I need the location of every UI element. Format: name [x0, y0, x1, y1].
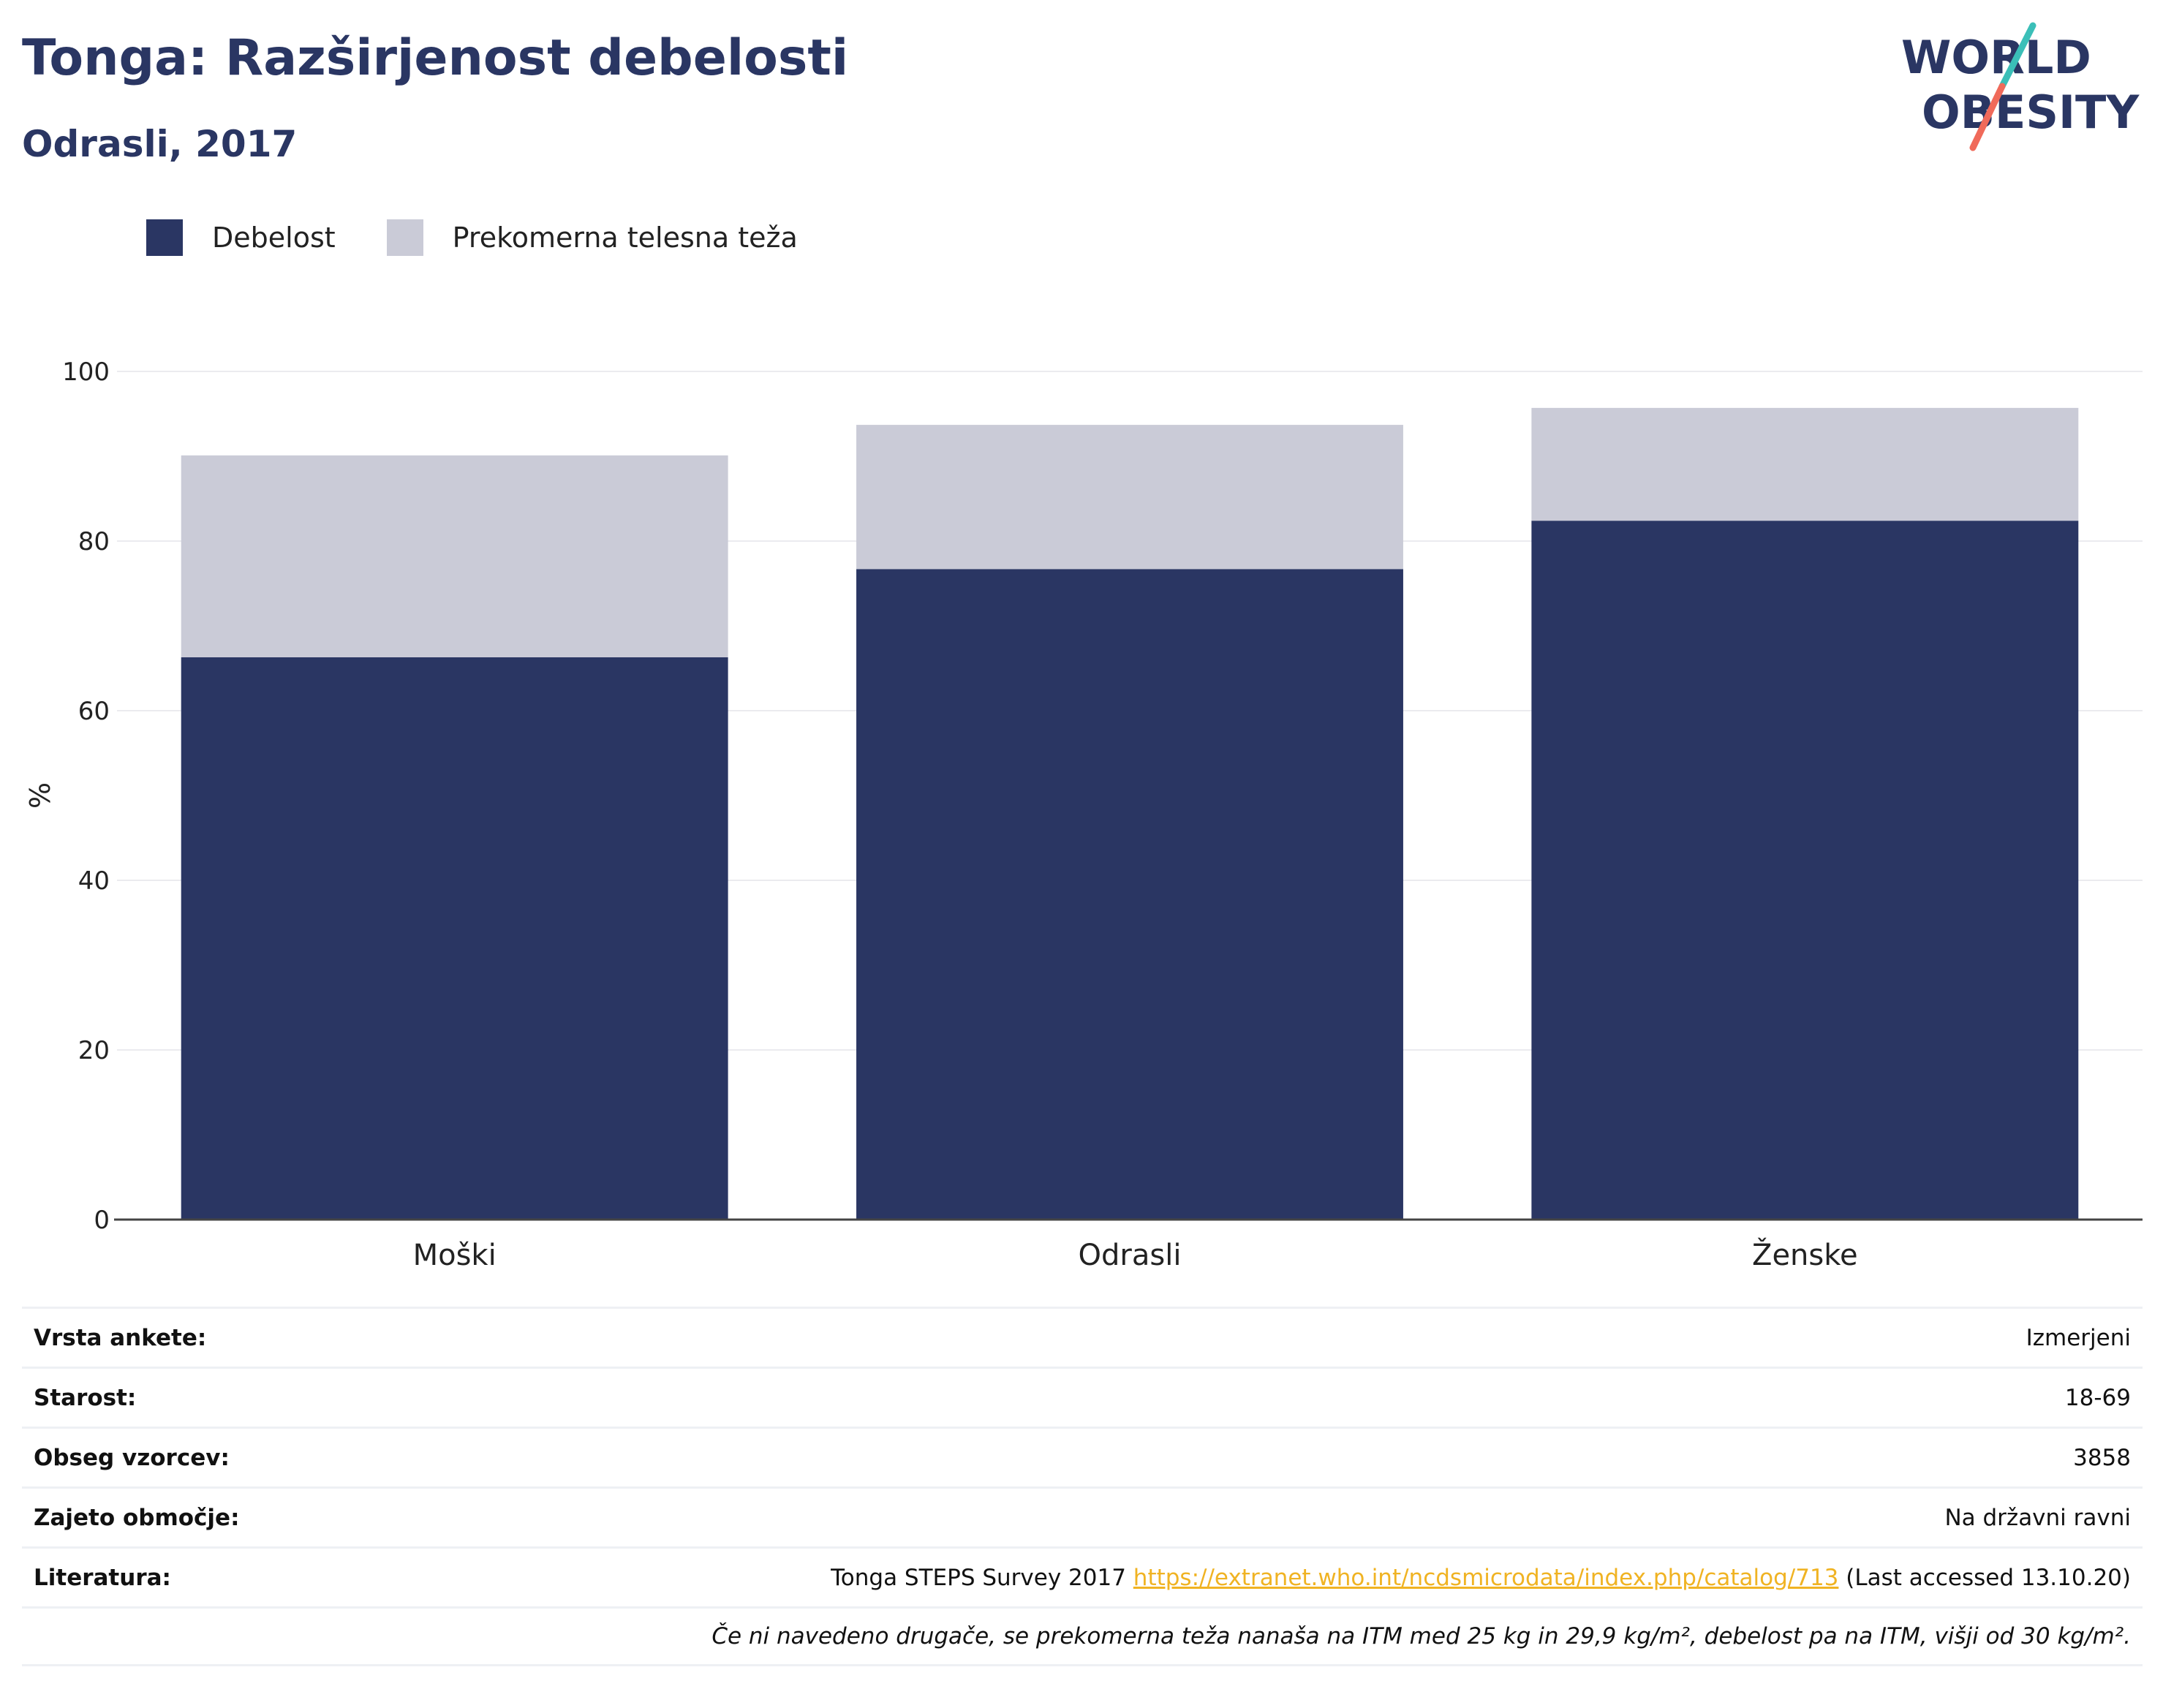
info-value: Na državni ravni [1944, 1504, 2131, 1531]
logo-slash-bottom [1969, 83, 2006, 151]
y-tick-label: 80 [78, 527, 110, 556]
y-tick-label: 40 [78, 866, 110, 896]
y-tick-label: 60 [78, 697, 110, 726]
bar-debelost [1531, 521, 2079, 1220]
bar-prekomerna-teza [1531, 407, 2079, 521]
info-value: 18-69 [2064, 1384, 2131, 1411]
chart-subtitle: Odrasli, 2017 [22, 123, 298, 165]
bar-debelost [856, 569, 1403, 1220]
reference-text: Tonga STEPS Survey 2017 [831, 1564, 1133, 1591]
logo-slash-top [1998, 22, 2036, 90]
bar-prekomerna-teza [856, 425, 1403, 570]
y-tick-label: 20 [78, 1036, 110, 1065]
legend-item-debelost[interactable]: Debelost [146, 219, 336, 256]
bar-debelost [181, 657, 728, 1220]
reference-label: Literatura: [34, 1564, 171, 1591]
info-label: Zajeto območje: [34, 1504, 240, 1531]
info-label: Obseg vzorcev: [34, 1444, 230, 1471]
legend-label-prekomerna-teza: Prekomerna telesna teža [452, 222, 798, 254]
legend-item-prekomerna-teza[interactable]: Prekomerna telesna teža [386, 219, 798, 256]
survey-info-table: Vrsta ankete: Izmerjeni Starost: 18-69 O… [22, 1307, 2143, 1666]
info-label: Vrsta ankete: [34, 1324, 207, 1351]
reference-link[interactable]: https://extranet.who.int/ncdsmicrodata/i… [1133, 1564, 1839, 1591]
x-tick-label: Moški [413, 1239, 497, 1272]
info-row-reference: Literatura: Tonga STEPS Survey 2017 http… [22, 1546, 2143, 1606]
x-tick-label: Odrasli [1079, 1239, 1182, 1272]
bar-chart: 0 20 40 60 80 100% Moški Odrasli Ženske [24, 358, 2143, 1272]
info-row-coverage: Zajeto območje: Na državni ravni [22, 1486, 2143, 1546]
chart-title: Tonga: Razširjenost debelosti [22, 29, 849, 87]
world-obesity-logo: WORLD OBESITY [1901, 22, 2140, 151]
chart-legend: Debelost Prekomerna telesna teža [146, 216, 849, 260]
legend-swatch-debelost [146, 219, 183, 256]
bar-prekomerna-teza [181, 455, 728, 657]
reference-accessed: (Last accessed 13.10.20) [1838, 1564, 2131, 1591]
info-value: 3858 [2073, 1444, 2131, 1471]
logo-text-world: WORLD [1901, 31, 2091, 84]
legend-swatch-prekomerna-teza [386, 219, 423, 256]
legend-label-debelost: Debelost [212, 222, 336, 254]
logo-text-obesity: OBESITY [1922, 86, 2140, 139]
info-row-survey-type: Vrsta ankete: Izmerjeni [22, 1307, 2143, 1367]
info-row-note: Če ni navedeno drugače, se prekomerna te… [22, 1606, 2143, 1666]
definition-note: Če ni navedeno drugače, se prekomerna te… [711, 1623, 2131, 1650]
y-tick-label: 0 [94, 1206, 110, 1235]
y-axis-title: % [24, 782, 56, 809]
info-row-age: Starost: 18-69 [22, 1367, 2143, 1427]
info-label: Starost: [34, 1384, 137, 1411]
info-value: Izmerjeni [2026, 1324, 2131, 1351]
info-row-sample-size: Obseg vzorcev: 3858 [22, 1427, 2143, 1486]
reference-value: Tonga STEPS Survey 2017 https://extranet… [831, 1565, 2131, 1591]
x-tick-label: Ženske [1752, 1237, 1858, 1272]
y-tick-label: 100 [62, 358, 110, 387]
